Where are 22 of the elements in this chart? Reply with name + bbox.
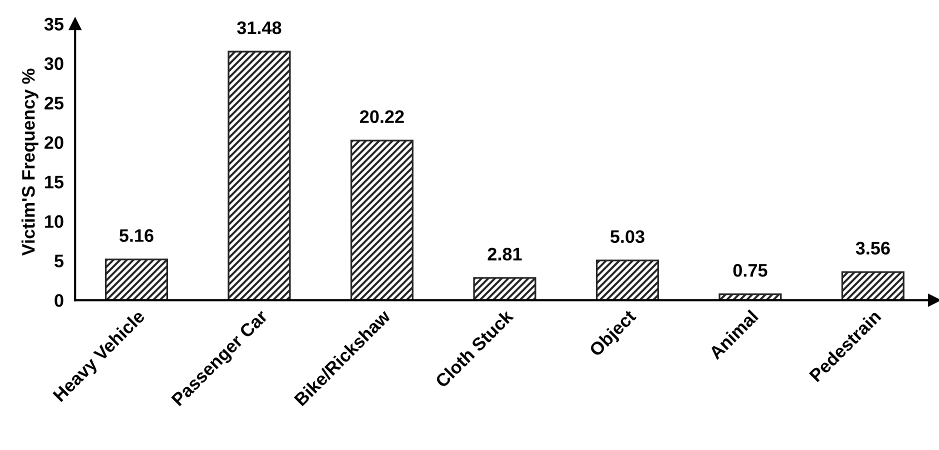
bar <box>228 50 291 300</box>
y-tick-label: 5 <box>54 254 64 268</box>
y-axis-title: Victim'S Frequency % <box>22 68 38 256</box>
y-tick-label: 35 <box>44 18 64 31</box>
bar <box>596 260 659 300</box>
bar <box>841 271 904 300</box>
data-label: 5.03 <box>610 230 644 244</box>
y-tick-label: 20 <box>44 136 64 149</box>
data-label: 0.75 <box>733 264 768 277</box>
bar <box>473 277 536 300</box>
y-tick-label: 30 <box>44 57 64 70</box>
bar <box>350 140 414 300</box>
y-tick-label: 0 <box>54 294 64 307</box>
data-label: 20.22 <box>360 110 404 124</box>
bar <box>104 258 168 300</box>
data-label: 31.48 <box>237 21 282 34</box>
y-tick-label: 15 <box>45 176 64 188</box>
y-tick-label: 10 <box>45 215 64 228</box>
data-label: 2.81 <box>488 248 522 261</box>
y-tick-label: 25 <box>44 96 64 110</box>
data-label: 3.56 <box>856 242 890 255</box>
data-label: 5.16 <box>119 229 154 242</box>
